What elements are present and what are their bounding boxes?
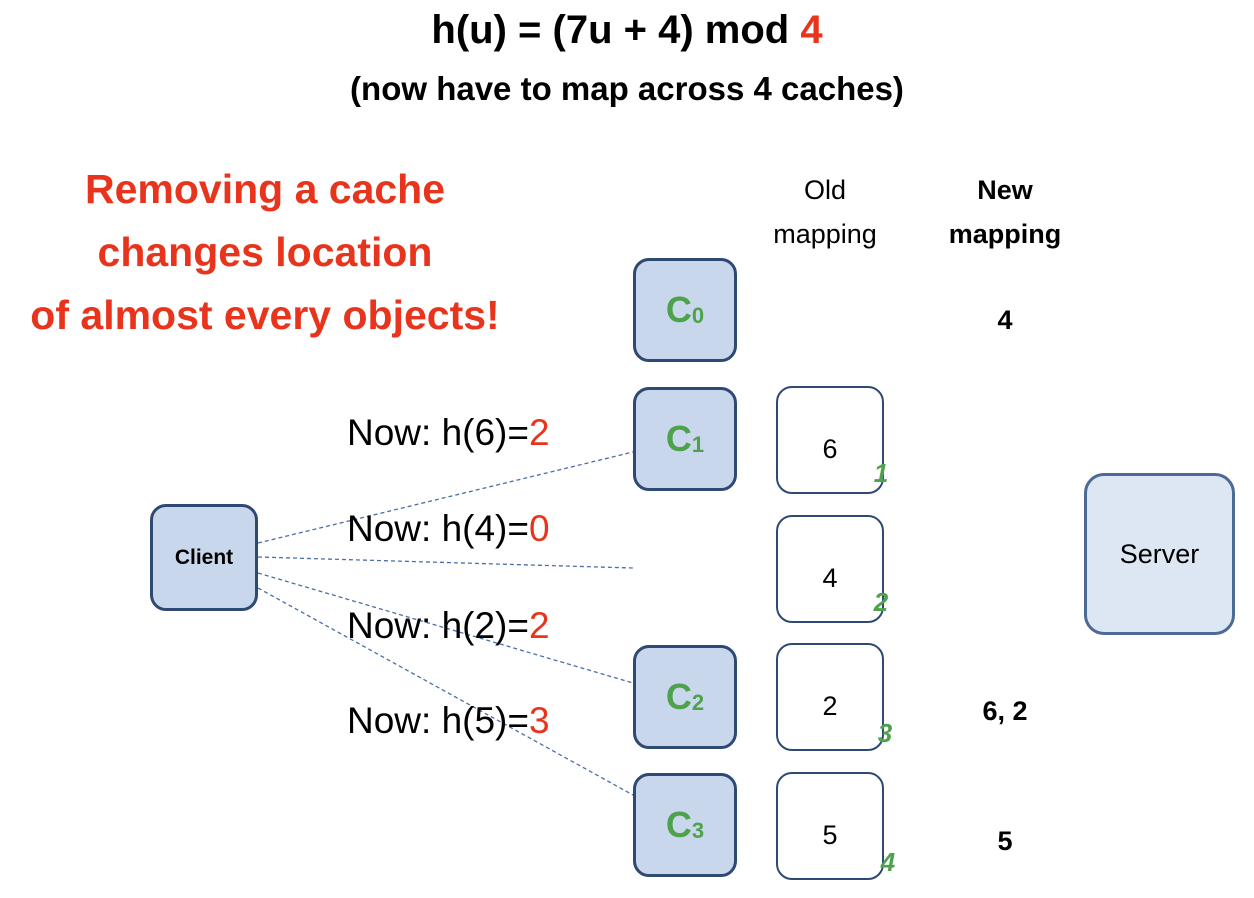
server-node: Server [1084, 473, 1235, 635]
cache-letter: C [665, 289, 692, 330]
note-line-2: changes location [97, 229, 433, 275]
old-index-4: 4 [880, 847, 896, 877]
new-mapping-c2: 6, 2 [982, 696, 1028, 726]
hash-value: 2 [528, 412, 550, 453]
object-box-5: 5 [776, 772, 884, 880]
cache-letter: C [665, 418, 692, 459]
formula-text: h(u) = (7u + 4) mod [431, 8, 801, 52]
note-line-3: of almost every objects! [30, 292, 500, 338]
hash-value: 2 [528, 605, 550, 646]
warning-note: Removing a cache changes location of alm… [0, 158, 530, 347]
object-box-2: 2 [776, 643, 884, 751]
object-box-6: 6 [776, 386, 884, 494]
client-node: Client [150, 504, 258, 611]
old-header-line-2: mapping [773, 219, 877, 249]
formula-modulus: 4 [800, 8, 823, 52]
hash-label-4: Now: h(4)=0 [347, 508, 550, 550]
hash-label-5: Now: h(5)=3 [347, 700, 550, 742]
old-index-3: 3 [877, 718, 893, 748]
link-to-c1 [257, 451, 634, 544]
hash-value: 3 [528, 700, 550, 741]
cache-subscript: 0 [691, 303, 705, 328]
hash-prefix: Now: h(2)= [347, 605, 529, 646]
hash-prefix: Now: h(4)= [347, 508, 529, 549]
new-header-line-2: mapping [948, 219, 1062, 249]
cache-letter: C [665, 676, 692, 717]
hash-label-6: Now: h(6)=2 [347, 412, 550, 454]
subtitle: (now have to map across 4 caches) [350, 70, 904, 107]
link-to-c2 [257, 572, 634, 684]
new-mapping-header: New mapping [925, 168, 1085, 256]
object-box-4: 4 [776, 515, 884, 623]
cache-subscript: 3 [691, 818, 705, 843]
new-mapping-c3: 5 [997, 826, 1013, 856]
old-index-2: 2 [873, 587, 889, 617]
old-index-1: 1 [873, 458, 889, 488]
old-header-line-1: Old [803, 175, 847, 205]
hash-label-2: Now: h(2)=2 [347, 605, 550, 647]
cache-letter: C [665, 804, 692, 845]
note-line-1: Removing a cache [84, 166, 446, 212]
cache-subscript: 1 [691, 432, 705, 457]
new-header-line-1: New [977, 175, 1033, 205]
formula-title: h(u) = (7u + 4) mod 4 [0, 8, 1254, 53]
new-mapping-c0: 4 [997, 305, 1013, 335]
link-to-removed-cache [257, 556, 634, 569]
old-mapping-header: Old mapping [755, 168, 895, 256]
hash-prefix: Now: h(5)= [347, 700, 529, 741]
link-to-c3 [257, 587, 634, 796]
hash-value: 0 [528, 508, 550, 549]
hash-prefix: Now: h(6)= [347, 412, 529, 453]
cache-subscript: 2 [691, 690, 705, 715]
